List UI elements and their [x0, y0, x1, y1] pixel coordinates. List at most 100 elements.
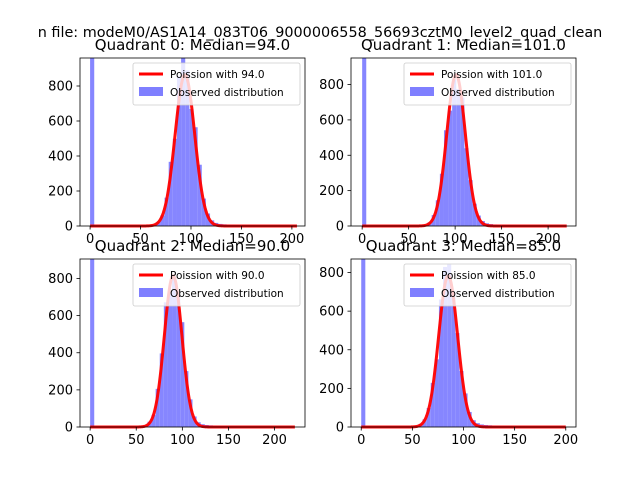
x-tick-label: 50	[404, 433, 421, 448]
y-tick-label: 600	[319, 305, 344, 320]
histogram-bar	[456, 89, 461, 226]
histogram-bar	[90, 259, 95, 427]
y-tick-label: 600	[48, 309, 73, 324]
y-tick-label: 200	[319, 382, 344, 397]
y-tick-label: 800	[48, 272, 73, 287]
histogram-bar	[189, 108, 194, 226]
y-tick-label: 0	[336, 421, 344, 436]
y-tick-label: 800	[319, 78, 344, 93]
axes-frame	[350, 57, 577, 227]
histogram-bar	[422, 419, 427, 427]
quadrant-2-axes: 0 50 100 150 200 0 200 400 600 800 Quadrant 2: Med…	[48, 237, 306, 448]
x-tick-label: 200	[553, 433, 578, 448]
legend: Poission with 101.0 Observed distribution	[403, 62, 572, 106]
histogram-bar	[176, 295, 181, 427]
y-tick-label: 800	[319, 266, 344, 281]
histogram-bar	[468, 180, 473, 226]
y-tick-label: 400	[319, 149, 344, 164]
x-tick-label: 100	[179, 232, 204, 247]
axes-title: Quadrant 2: Median=90.0	[95, 237, 290, 255]
legend: Poission with 94.0 Observed distribution	[132, 62, 301, 106]
histogram-bar	[460, 97, 465, 226]
y-tick-label: 200	[48, 185, 73, 200]
legend-poisson-label: Poission with 85.0	[441, 270, 536, 282]
y-tick-label: 600	[319, 113, 344, 128]
histogram-bar	[464, 148, 469, 226]
x-tick-label: 0	[357, 433, 365, 448]
legend-observed-label: Observed distribution	[441, 288, 555, 300]
histogram-bar	[434, 359, 439, 427]
histogram-bar	[184, 371, 189, 427]
x-tick-label: 150	[502, 433, 527, 448]
y-tick-label: 400	[48, 346, 73, 361]
legend: Poission with 90.0 Observed distribution	[132, 263, 301, 307]
quadrant-1-axes: 0 50 100 150 200 0 200 400 600 800 Quadrant 1: Med…	[319, 36, 577, 247]
histogram-bar	[185, 70, 190, 226]
histogram-bar	[163, 302, 168, 427]
histogram-bar	[448, 110, 453, 226]
x-tick-label: 100	[451, 433, 476, 448]
histogram-bar	[151, 414, 156, 427]
legend-observed-swatch	[139, 87, 163, 96]
legend-poisson-label: Poission with 90.0	[170, 270, 265, 282]
x-tick-label: 50	[132, 232, 149, 247]
x-tick-label: 150	[229, 232, 254, 247]
histogram-bar	[167, 293, 173, 427]
legend-box	[403, 62, 572, 106]
y-tick-label: 400	[319, 343, 344, 358]
legend-box	[132, 62, 301, 106]
axes-frame	[79, 258, 306, 428]
x-tick-label: 100	[443, 232, 468, 247]
histogram-bar	[439, 173, 444, 226]
histogram-bar	[451, 291, 456, 427]
histogram-bar	[362, 58, 367, 226]
histogram-bar	[361, 259, 366, 427]
histogram-bar	[181, 58, 186, 226]
legend-poisson-label: Poission with 101.0	[441, 69, 542, 81]
histogram-bar	[459, 370, 464, 427]
y-tick-label: 200	[319, 184, 344, 199]
histogram-bar	[443, 266, 448, 427]
histogram-bar	[463, 393, 468, 427]
y-tick-label: 0	[65, 220, 73, 235]
histogram-bar	[197, 164, 202, 226]
histogram-bar	[193, 127, 198, 226]
histogram-bar	[188, 399, 193, 427]
histogram-bar	[164, 197, 169, 226]
legend-observed-label: Observed distribution	[441, 87, 555, 99]
histogram-bar	[447, 264, 452, 427]
x-tick-label: 50	[128, 433, 145, 448]
y-tick-label: 200	[48, 383, 73, 398]
x-tick-label: 50	[400, 232, 417, 247]
x-tick-label: 200	[536, 232, 561, 247]
histogram-bar	[172, 277, 177, 427]
legend: Poission with 85.0 Observed distribution	[403, 263, 572, 307]
y-tick-label: 800	[48, 80, 73, 95]
legend-box	[132, 263, 301, 307]
histogram-bar	[168, 161, 173, 226]
histogram-bar	[160, 215, 165, 226]
quadrant-3-axes: 0 50 100 150 200 0 200 400 600 800 Quadrant 3: Med…	[319, 237, 578, 448]
axes-title: Quadrant 0: Median=94.0	[95, 36, 290, 54]
histogram-bar	[426, 407, 431, 427]
y-tick-label: 400	[48, 150, 73, 165]
histogram-bar	[176, 76, 182, 226]
x-tick-label: 0	[86, 232, 94, 247]
x-tick-label: 150	[489, 232, 514, 247]
histogram-bar	[452, 79, 457, 227]
histogram-bar	[443, 130, 449, 226]
axes-title: Quadrant 1: Median=101.0	[361, 36, 566, 54]
x-tick-label: 0	[358, 232, 366, 247]
legend-box	[403, 263, 572, 307]
legend-observed-swatch	[139, 288, 163, 297]
y-tick-label: 0	[65, 421, 73, 436]
x-tick-label: 200	[262, 433, 287, 448]
axes-frame	[79, 57, 306, 227]
quadrant-0-axes: 0 50 100 150 200 0 200 400 600 800 Quadrant 0: Med…	[48, 36, 306, 247]
histogram-bar	[201, 198, 206, 226]
x-tick-label: 150	[216, 433, 241, 448]
axes-title: Quadrant 3: Median=85.0	[366, 237, 561, 255]
legend-observed-swatch	[410, 288, 434, 297]
x-tick-label: 0	[86, 433, 94, 448]
